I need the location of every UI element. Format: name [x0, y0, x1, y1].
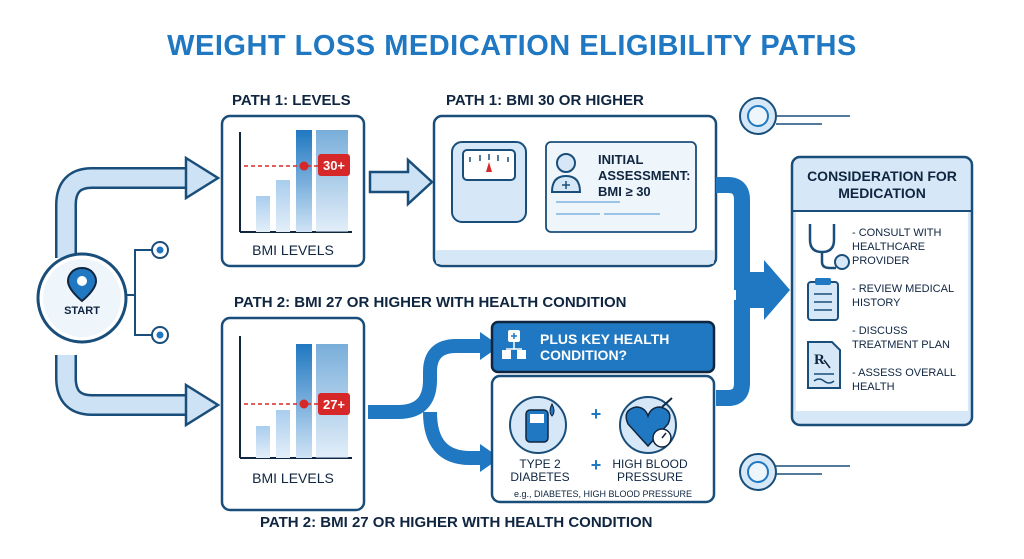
- stethoscope-icon: [808, 224, 850, 270]
- condition-diabetes: TYPE 2 DIABETES: [510, 457, 570, 484]
- consideration-item-treatment: - DISCUSS TREATMENT PLAN: [852, 325, 950, 351]
- bmi-bar: [256, 426, 270, 458]
- path1-chart-panel: [220, 114, 366, 268]
- scale-icon: [451, 141, 527, 223]
- path1-assessment-text: INITIAL ASSESSMENT: BMI ≥ 30: [598, 152, 691, 199]
- condition-question: PLUS KEY HEALTH CONDITION?: [540, 331, 670, 363]
- path2-mid-header: PATH 2: BMI 27 OR HIGHER WITH HEALTH CON…: [234, 294, 627, 311]
- start-node: [36, 252, 128, 344]
- path1-assessment-panel: [432, 114, 718, 268]
- bmi-bar: [256, 196, 270, 232]
- svg-text:R: R: [814, 352, 825, 368]
- plus-sign-top: +: [590, 404, 602, 424]
- consideration-item-assess: - ASSESS OVERALL HEALTH: [852, 367, 956, 393]
- consideration-title: CONSIDERATION FOR MEDICATION: [807, 168, 957, 201]
- path2-chart-panel: [220, 316, 366, 512]
- consideration-item-history: - REVIEW MEDICAL HISTORY: [852, 283, 954, 309]
- path2-threshold-badge: 27+: [322, 397, 346, 412]
- condition-high-blood-pressure: HIGH BLOOD PRESSURE: [612, 457, 688, 484]
- path2-bottom-header: PATH 2: BMI 27 OR HIGHER WITH HEALTH CON…: [260, 514, 653, 531]
- bmi-bar: [276, 180, 290, 232]
- page-title: WEIGHT LOSS MEDICATION ELIGIBILITY PATHS: [167, 30, 857, 62]
- arrow-to-consideration-icon: [736, 260, 790, 320]
- condition-examples: e.g., DIABETES, HIGH BLOOD PRESSURE: [513, 489, 693, 499]
- path1-bmi-header: PATH 1: BMI 30 OR HIGHER: [446, 92, 644, 109]
- arrow-to-path1-icon: [184, 155, 221, 201]
- glucose-meter-icon: [509, 396, 567, 454]
- consideration-panel: R: [790, 155, 974, 427]
- plus-sign-bottom: +: [590, 455, 602, 475]
- decorative-dots: [739, 97, 850, 491]
- path2-chart-caption: BMI LEVELS: [252, 470, 334, 486]
- heart-pressure-icon: [619, 396, 677, 454]
- start-label: START: [64, 305, 100, 317]
- bmi-bar: [276, 410, 290, 458]
- path2-connector-arrows: [368, 332, 500, 472]
- bmi-bar: [296, 130, 312, 232]
- arrow-path1-to-assessment-icon: [368, 157, 434, 207]
- prescription-icon: R: [807, 341, 841, 389]
- doctor-icon: [550, 153, 582, 193]
- path1-chart-caption: BMI LEVELS: [252, 242, 334, 258]
- consideration-item-consult: - CONSULT WITH HEALTHCARE PROVIDER: [852, 227, 942, 267]
- arrow-to-path2-icon: [184, 382, 221, 428]
- path1-levels-header: PATH 1: LEVELS: [232, 92, 351, 109]
- bmi-bar: [316, 130, 348, 232]
- start-branch: [110, 241, 169, 344]
- clipboard-icon: [807, 278, 839, 321]
- start-connector-arrows: [55, 155, 221, 428]
- path1-threshold-badge: 30+: [322, 158, 346, 173]
- merge-arrows: [716, 177, 790, 406]
- flowchart-icon: [502, 330, 526, 359]
- health-condition-panel: [490, 320, 716, 504]
